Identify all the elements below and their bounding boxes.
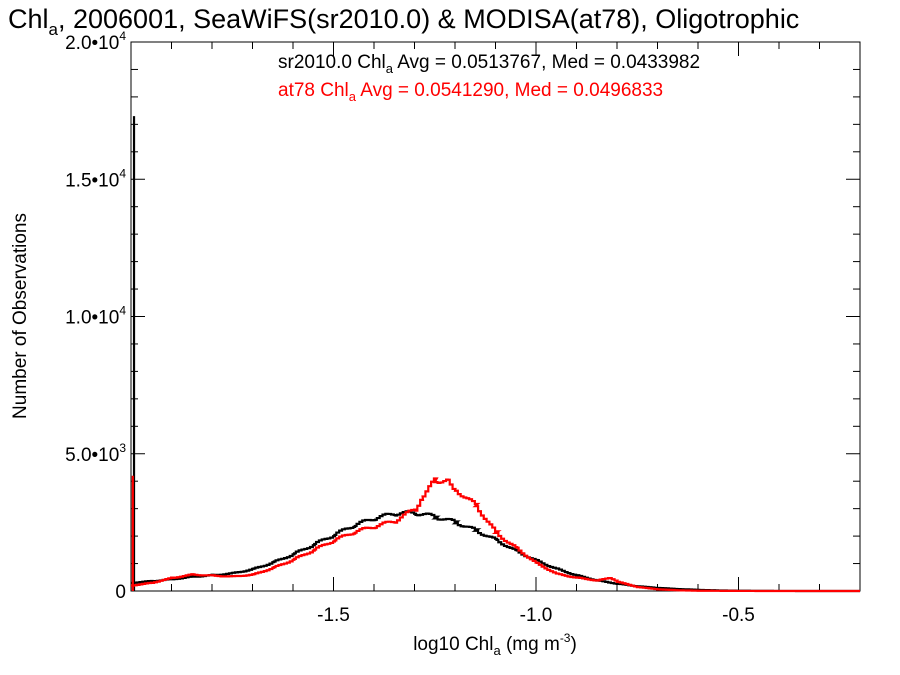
x-tick-label: -0.5 [722, 605, 755, 626]
plot-frame [130, 41, 861, 592]
y-tick-label: 2.0•104 [65, 29, 126, 54]
legend-entry-sr2010: sr2010.0 Chla Avg = 0.0513767, Med = 0.0… [278, 52, 700, 76]
y-tick-label: 0 [115, 582, 126, 603]
axis-tick-labels: 0 5.0•103 1.0•104 1.5•104 2.0•104 -1.5 -… [65, 29, 755, 626]
y-axis-label: Number of Observations [10, 213, 31, 419]
x-tick-label: -1.0 [520, 605, 553, 626]
y-tick-label: 1.0•104 [65, 304, 126, 329]
legend-entry-at78: at78 Chla Avg = 0.0541290, Med = 0.04968… [278, 80, 663, 104]
chart-title: Chla, 2006001, SeaWiFS(sr2010.0) & MODIS… [8, 4, 799, 39]
series-group [131, 116, 860, 593]
x-axis-label: log10 Chla (mg m-3) [413, 631, 577, 658]
axis-ticks [130, 41, 861, 592]
series-line-at78 [131, 477, 860, 593]
series-line-sr2010.0 [131, 510, 860, 593]
y-tick-label: 1.5•104 [65, 166, 126, 191]
y-tick-label: 5.0•103 [65, 441, 126, 466]
x-tick-label: -1.5 [317, 605, 350, 626]
